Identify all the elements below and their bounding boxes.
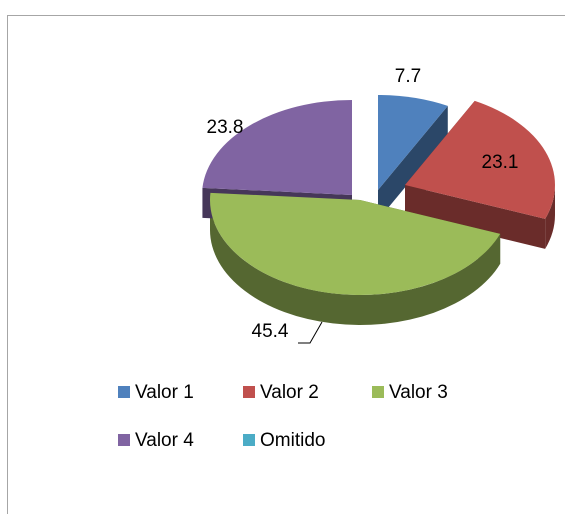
slice (405, 100, 556, 219)
slice (202, 100, 352, 195)
data-label: 7.7 (395, 66, 421, 87)
legend-swatch (118, 434, 130, 446)
legend-swatch (372, 386, 384, 398)
slice (378, 95, 448, 190)
slice-wall (545, 185, 555, 249)
legend-swatch (118, 386, 130, 398)
slice-side (405, 185, 546, 249)
legend-label: Valor 4 (135, 430, 194, 451)
legend-swatch (243, 386, 255, 398)
legend-label: Omitido (260, 430, 325, 451)
leader-line (298, 321, 323, 344)
slice (210, 192, 501, 296)
legend-label: Valor 2 (260, 382, 319, 403)
slice-wall (210, 200, 501, 326)
legend-swatch (243, 434, 255, 446)
legend-label: Valor 3 (389, 382, 448, 403)
slice-side (378, 105, 448, 220)
data-label: 23.1 (482, 152, 519, 173)
legend-label: Valor 1 (135, 382, 194, 403)
legend: Valor 1 Valor 2 Valor 3 Valor 4 Omitido (118, 382, 448, 451)
data-label: 23.8 (207, 117, 244, 138)
data-label: 45.4 (252, 321, 289, 342)
pie-tops (202, 95, 556, 296)
data-labels: 7.7 23.1 45.4 23.8 (207, 66, 519, 344)
